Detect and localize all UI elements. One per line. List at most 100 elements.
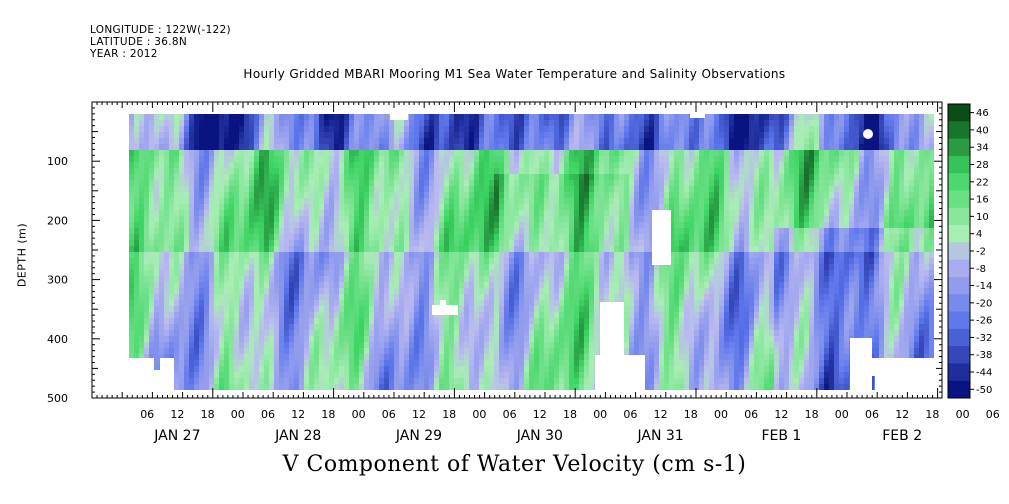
- field-cell: [314, 234, 320, 241]
- field-cell: [859, 252, 865, 259]
- field-cell: [684, 192, 690, 199]
- field-cell: [719, 156, 725, 163]
- field-cell: [459, 234, 465, 241]
- field-cell: [904, 162, 910, 169]
- field-cell: [789, 114, 795, 121]
- field-cell: [394, 138, 400, 145]
- field-cell: [814, 258, 820, 265]
- field-cell: [324, 282, 330, 289]
- field-cell: [729, 114, 735, 121]
- field-cell: [574, 156, 580, 163]
- field-cell: [189, 156, 195, 163]
- field-cell: [494, 204, 500, 211]
- field-cell: [299, 198, 305, 205]
- field-cell: [159, 168, 165, 175]
- field-cell: [814, 144, 820, 151]
- field-cell: [449, 186, 455, 193]
- field-cell: [139, 222, 145, 229]
- field-cell: [459, 114, 465, 121]
- field-cell: [869, 150, 875, 157]
- field-cell: [449, 204, 455, 211]
- field-cell: [529, 132, 535, 139]
- field-cell: [749, 126, 755, 133]
- field-cell: [844, 162, 850, 169]
- field-cell: [584, 180, 590, 187]
- field-cell: [149, 138, 155, 145]
- field-cell: [784, 222, 790, 229]
- field-cell: [924, 150, 930, 157]
- field-cell: [494, 120, 500, 127]
- field-cell: [364, 228, 370, 235]
- field-cell: [824, 192, 830, 199]
- field-cell: [159, 270, 165, 277]
- field-cell: [499, 228, 505, 235]
- field-cell: [584, 288, 590, 295]
- field-cell: [699, 294, 705, 301]
- field-cell: [339, 222, 345, 229]
- field-cell: [219, 162, 225, 169]
- field-cell: [144, 156, 150, 163]
- field-cell: [909, 294, 915, 301]
- field-cell: [164, 150, 170, 157]
- field-cell: [649, 282, 655, 289]
- field-cell: [839, 252, 845, 259]
- field-cell: [579, 138, 585, 145]
- field-cell: [824, 258, 830, 265]
- field-cell: [334, 162, 340, 169]
- field-cell: [509, 222, 515, 229]
- field-cell: [544, 270, 550, 277]
- field-cell: [544, 276, 550, 283]
- field-cell: [499, 258, 505, 265]
- field-cell: [899, 114, 905, 121]
- field-cell: [754, 168, 760, 175]
- field-cell: [469, 228, 475, 235]
- field-cell: [904, 282, 910, 289]
- field-cell: [699, 138, 705, 145]
- field-cell: [804, 204, 810, 211]
- field-cell: [744, 240, 750, 247]
- field-cell: [399, 120, 405, 127]
- field-cell: [489, 114, 495, 121]
- field-cell: [354, 288, 360, 295]
- field-cell: [679, 114, 685, 121]
- field-cell: [239, 120, 245, 127]
- field-cell: [384, 138, 390, 145]
- field-cell: [784, 192, 790, 199]
- field-cell: [164, 288, 170, 295]
- field-cell: [354, 132, 360, 139]
- field-cell: [889, 138, 895, 145]
- field-cell: [794, 276, 800, 283]
- field-cell: [774, 120, 780, 127]
- field-cell: [884, 264, 890, 271]
- field-cell: [679, 150, 685, 157]
- field-cell: [354, 114, 360, 121]
- field-cell: [269, 234, 275, 241]
- field-cell: [789, 144, 795, 151]
- field-cell: [189, 216, 195, 223]
- field-cell: [529, 156, 535, 163]
- field-cell: [319, 264, 325, 271]
- field-cell: [149, 228, 155, 235]
- field-cell: [839, 240, 845, 247]
- field-cell: [209, 120, 215, 127]
- field-cell: [909, 234, 915, 241]
- field-cell: [399, 228, 405, 235]
- field-cell: [829, 276, 835, 283]
- field-cell: [759, 252, 765, 259]
- field-cell: [779, 156, 785, 163]
- field-cell: [729, 234, 735, 241]
- field-cell: [764, 264, 770, 271]
- field-cell: [399, 270, 405, 277]
- field-cell: [294, 114, 300, 121]
- field-cell: [154, 126, 160, 133]
- field-cell: [154, 138, 160, 145]
- field-cell: [534, 282, 540, 289]
- field-cell: [434, 210, 440, 217]
- field-cell: [649, 138, 655, 145]
- field-cell: [704, 138, 710, 145]
- field-cell: [244, 150, 250, 157]
- field-cell: [764, 216, 770, 223]
- field-cell: [174, 126, 180, 133]
- field-cell: [294, 132, 300, 139]
- field-cell: [479, 258, 485, 265]
